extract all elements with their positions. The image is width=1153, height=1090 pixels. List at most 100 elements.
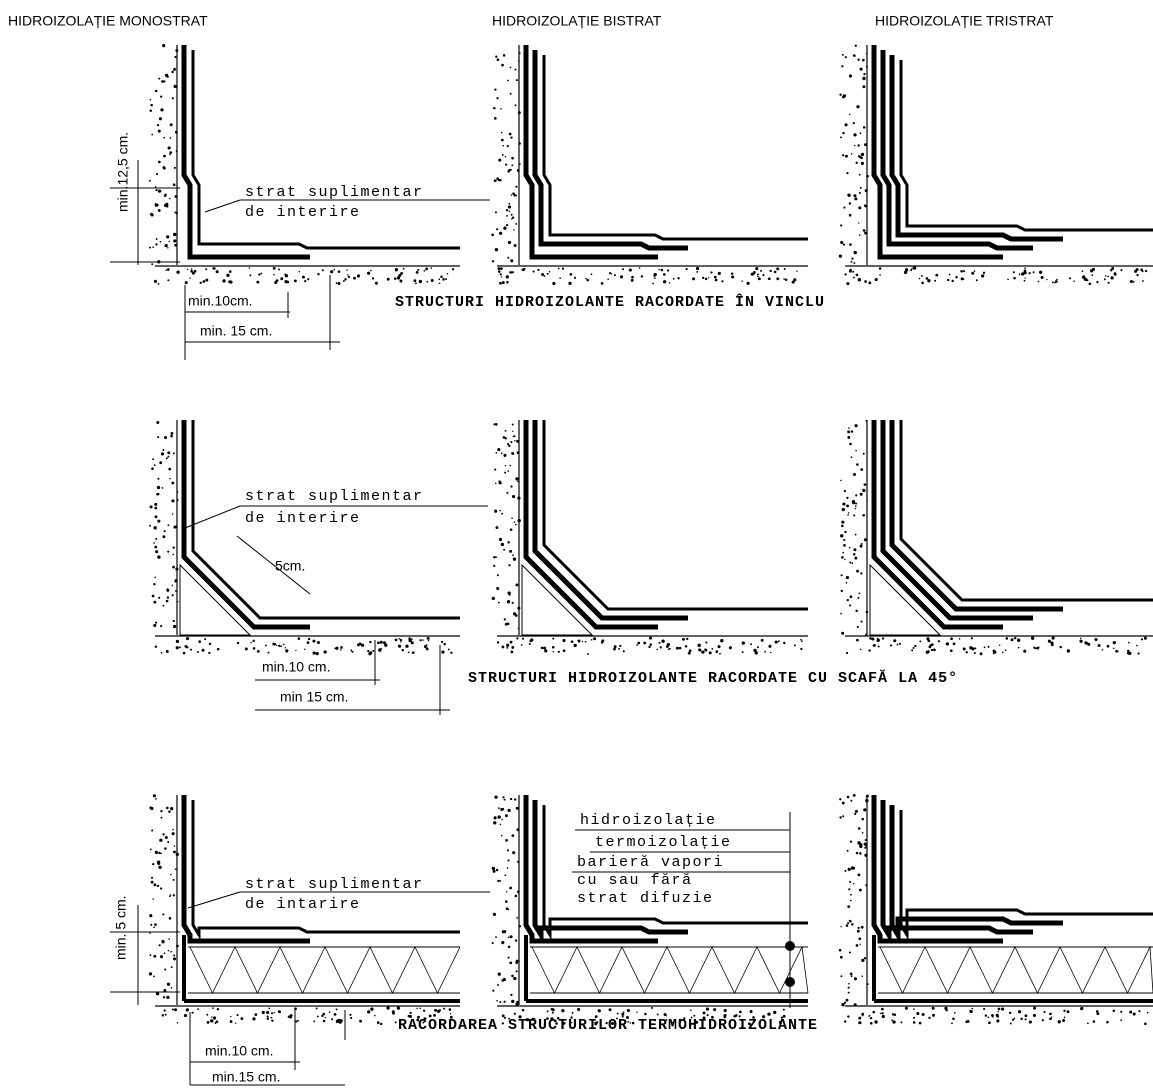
concrete-dot [256,280,260,284]
concrete-dot [841,65,844,68]
concrete-dot [661,639,665,643]
concrete-dot [932,1013,935,1017]
concrete-dot [418,279,423,284]
concrete-dot [161,1014,165,1017]
concrete-dot [860,152,865,157]
concrete-dot [1005,637,1009,640]
concrete-dot [965,651,968,654]
concrete-dot [502,977,506,982]
concrete-dot [800,638,802,641]
concrete-dot [160,810,163,813]
concrete-dot [850,975,853,978]
concrete-dot [449,1012,452,1015]
concrete-dot [656,648,659,651]
concrete-dot [1107,281,1110,284]
concrete-dot [753,648,757,653]
concrete-dot [504,464,507,467]
concrete-dot [337,270,341,273]
concrete-dot [659,646,662,649]
concrete-dot [503,1000,506,1003]
row-title: RACORDAREA STRUCTURILOR TERMOHIDROIZOLAN… [398,1017,818,1034]
concrete-dot [494,482,497,485]
concrete-dot [492,869,496,873]
concrete-dot [862,488,866,493]
concrete-dot [357,643,360,647]
concrete-dot [855,449,857,452]
membrane-layer [899,420,1153,602]
concrete-dot [987,1016,990,1019]
concrete-dot [505,275,509,279]
concrete-dot [509,528,513,531]
membrane-layer [523,420,658,630]
membrane-layer [523,795,658,944]
concrete-dot [892,1020,896,1024]
concrete-dot [551,1011,554,1014]
concrete-dot [215,270,219,274]
concrete-dot [871,1022,873,1025]
concrete-dot [841,520,845,524]
concrete-dot [851,562,854,565]
concrete-dot [254,1013,258,1016]
concrete-dot [169,197,171,200]
concrete-dot [848,951,851,954]
insulation-zigzag [879,945,1153,994]
concrete-dot [782,1008,785,1011]
concrete-dot [851,257,854,260]
concrete-dot [687,651,691,655]
concrete-dot [723,1015,727,1019]
concrete-dot [1054,280,1058,283]
concrete-dot [170,432,174,435]
concrete-dot [1134,269,1138,273]
concrete-dot [216,1008,220,1011]
concrete-dot [876,638,880,642]
concrete-dot [584,640,587,643]
concrete-dot [161,80,164,83]
concrete-dot [911,267,913,270]
concrete-dot [1128,651,1132,655]
concrete-dot [931,1006,935,1010]
concrete-dot [278,268,280,271]
membrane-layer [899,810,1153,941]
concrete-dot [171,513,174,515]
concrete-dot [335,1019,340,1024]
concrete-dot [149,98,152,101]
concrete-dot [442,278,445,281]
concrete-dot [507,442,510,445]
concrete-dot [514,523,517,526]
concrete-dot [525,1018,530,1022]
concrete-dot [153,926,155,929]
concrete-dot [1011,1018,1015,1021]
concrete-dot [666,645,669,648]
concrete-dot [398,273,402,277]
concrete-dot [236,1014,239,1017]
concrete-dot [1088,282,1092,286]
concrete-dot [853,883,855,885]
concrete-dot [161,940,165,944]
concrete-dot [530,638,534,642]
concrete-dot [275,644,278,647]
concrete-dot [504,874,507,877]
concrete-dot [863,483,867,486]
concrete-dot [857,873,861,877]
concrete-dot [841,53,844,56]
concrete-dot [848,888,851,891]
concrete-dot [842,502,846,506]
concrete-dot [768,644,772,648]
concrete-dot [273,1011,275,1014]
concrete-dot [846,795,850,799]
concrete-dot [616,1012,619,1015]
concrete-dot [935,273,939,277]
concrete-dot [841,556,844,559]
concrete-dot [155,621,158,624]
concrete-dot [496,228,499,231]
column-header: HIDROIZOLAȚIE TRISTRAT [875,13,1054,29]
concrete-dot [159,461,163,465]
insulation-zigzag [189,946,461,994]
concrete-dot [550,1017,554,1021]
concrete-dot [499,1001,502,1004]
concrete-dot [757,277,761,281]
concrete-dot [670,1021,672,1023]
concrete-dot [669,647,671,650]
concrete-dot [855,944,859,947]
concrete-dot [208,651,211,655]
